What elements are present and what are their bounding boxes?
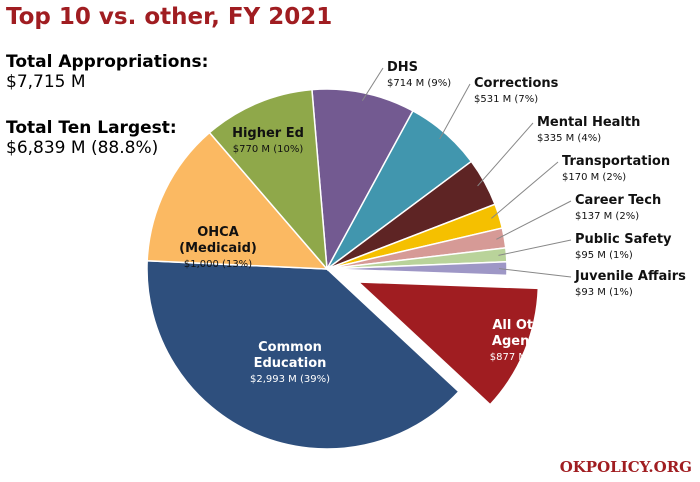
summary: Total Appropriations: $7,715 M [6, 52, 208, 92]
summary-label: Total Ten Largest: [6, 118, 177, 138]
pie-slice [146, 131, 329, 270]
leader-line [361, 67, 384, 101]
pie-slice [208, 88, 328, 272]
slice-label: Transportation $170 M (2%) [562, 154, 670, 186]
pie-slice [326, 260, 508, 277]
slice-value: $877 M (11%) [489, 352, 561, 363]
slice-name: All Other Agencies [491, 318, 559, 349]
slice-label: Common Education $2,993 M (39%) [230, 340, 350, 388]
summary: Total Ten Largest: $6,839 M (88.8%) [6, 118, 177, 158]
slice-name: Common Education [253, 340, 327, 371]
summary-value: $6,839 M (88.8%) [6, 138, 159, 158]
leader-line [498, 268, 572, 278]
pie-slice [311, 88, 414, 272]
slice-label: All Other Agencies $877 M (11%) [465, 318, 585, 366]
chart-title: Top 10 vs. other, FY 2021 [6, 4, 333, 30]
slice-label: Higher Ed $770 M (10%) [208, 126, 328, 158]
pie-slice [356, 281, 540, 406]
slice-value: $1,000 (13%) [183, 259, 253, 270]
slice-value: $93 M (1%) [575, 287, 633, 298]
summary-label: Total Appropriations: [6, 52, 209, 72]
summary-value: $7,715 M [6, 72, 86, 92]
slice-value: $2,993 M (39%) [249, 374, 330, 385]
slice-value: $335 M (4%) [537, 133, 602, 144]
slice-label: DHS $714 M (9%) [387, 60, 451, 92]
slice-name: Higher Ed [232, 126, 304, 141]
slice-label: OHCA (Medicaid) $1,000 (13%) [158, 225, 278, 273]
slice-name: DHS [387, 60, 419, 75]
slice-value: $137 M (2%) [575, 211, 640, 222]
logo: OKPOLICY.ORG [559, 458, 692, 476]
slice-value: $95 M (1%) [575, 250, 633, 261]
slice-name: Transportation [562, 154, 671, 169]
slice-value: $714 M (9%) [387, 78, 452, 89]
slice-label: Juvenile Affairs $93 M (1%) [575, 269, 686, 301]
leader-line [491, 161, 559, 219]
leader-line [496, 200, 572, 240]
slice-value: $531 M (7%) [474, 94, 539, 105]
slice-name: Public Safety [575, 232, 672, 247]
slice-label: Mental Health $335 M (4%) [537, 115, 640, 147]
slice-name: Mental Health [537, 115, 641, 130]
slice-label: Corrections $531 M (7%) [474, 76, 558, 108]
slice-value: $770 M (10%) [232, 144, 304, 155]
slice-name: Corrections [474, 76, 559, 91]
slice-name: Career Tech [575, 193, 662, 208]
pie-slice [146, 260, 460, 450]
leader-line [439, 83, 471, 140]
slice-label: Career Tech $137 M (2%) [575, 193, 661, 225]
slice-label: Public Safety $95 M (1%) [575, 232, 672, 264]
slice-name: OHCA (Medicaid) [179, 225, 257, 256]
slice-name: Juvenile Affairs [575, 269, 686, 284]
slice-value: $170 M (2%) [562, 172, 627, 183]
leader-line [477, 122, 534, 187]
leader-line [498, 239, 572, 256]
